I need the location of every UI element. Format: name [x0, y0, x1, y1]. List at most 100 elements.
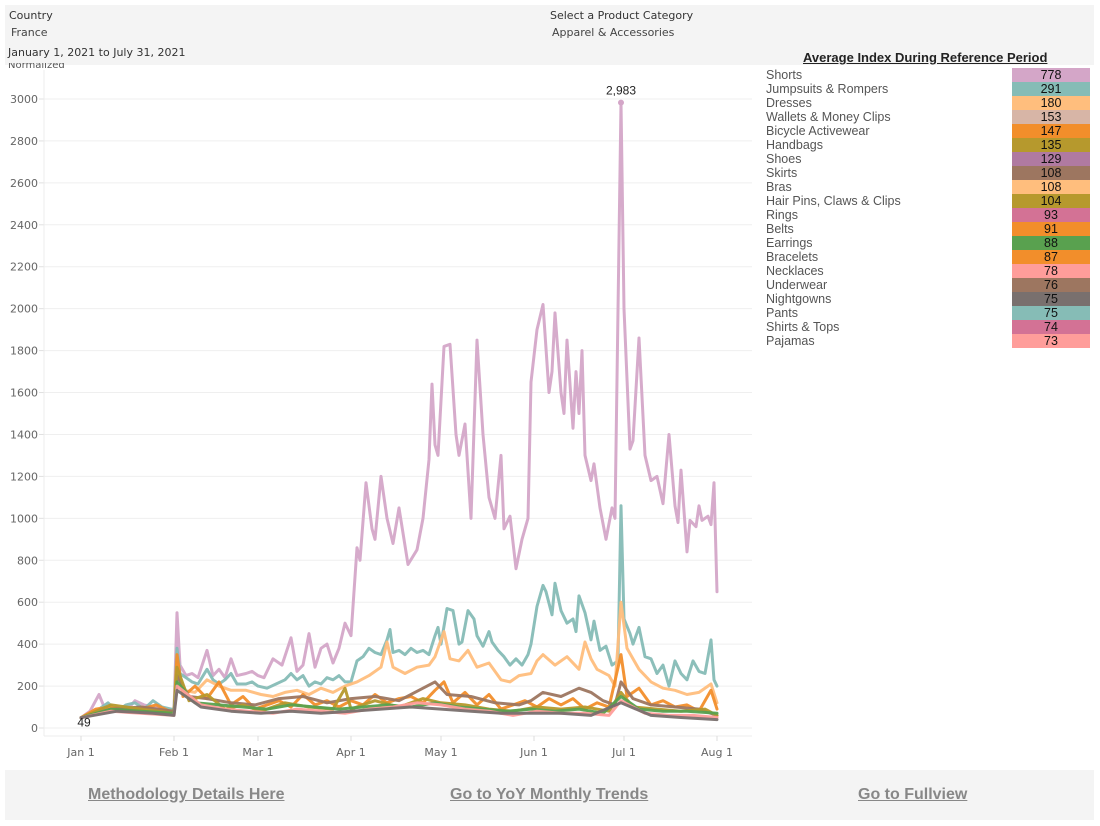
- legend-item-label: Jumpsuits & Rompers: [766, 82, 889, 96]
- legend-item-label: Shoes: [766, 152, 802, 166]
- legend-item[interactable]: Shorts 778: [766, 68, 1096, 82]
- legend-item-label: Wallets & Money Clips: [766, 110, 891, 124]
- legend-item[interactable]: Bras 108: [766, 180, 1096, 194]
- x-tick-label: Jul 1: [611, 746, 636, 759]
- legend: Shorts 778 Jumpsuits & Rompers 291 Dresses 18…: [766, 68, 1096, 348]
- legend-item[interactable]: Handbags 135: [766, 138, 1096, 152]
- legend-item[interactable]: Necklaces 78: [766, 264, 1096, 278]
- legend-item-value: 75: [1012, 292, 1090, 306]
- x-tick-label: Aug 1: [701, 746, 733, 759]
- legend-item-value: 147: [1012, 124, 1090, 138]
- legend-item-value: 91: [1012, 222, 1090, 236]
- legend-item-value: 78: [1012, 264, 1090, 278]
- legend-item[interactable]: Wallets & Money Clips 153: [766, 110, 1096, 124]
- legend-item-label: Shorts: [766, 68, 803, 82]
- start-value-label: 49: [77, 716, 91, 730]
- y-tick-label: 1000: [10, 512, 38, 525]
- y-tick-label: 1800: [10, 345, 38, 358]
- methodology-link[interactable]: Methodology Details Here: [88, 786, 285, 803]
- legend-item[interactable]: Skirts 108: [766, 166, 1096, 180]
- legend-item-value: 76: [1012, 278, 1090, 292]
- x-tick-label: Jun 1: [519, 746, 548, 759]
- series-line-necklaces: [79, 684, 719, 720]
- y-tick-label: 2800: [10, 135, 38, 148]
- legend-item-value: 153: [1012, 110, 1090, 124]
- x-tick-label: Mar 1: [242, 746, 273, 759]
- y-tick-label: 2400: [10, 219, 38, 232]
- line-chart: 0 200 400 600 800 1000 1200 1400 1600 1800 2000 220…: [10, 70, 752, 759]
- legend-item[interactable]: Dresses 180: [766, 96, 1096, 110]
- legend-item-value: 74: [1012, 320, 1090, 334]
- y-tick-label: 800: [17, 554, 38, 567]
- legend-item[interactable]: Pajamas 73: [766, 334, 1096, 348]
- category-filter-value[interactable]: Apparel & Accessories: [552, 26, 675, 39]
- x-tick-label: Apr 1: [336, 746, 366, 759]
- legend-item[interactable]: Bicycle Activewear 147: [766, 124, 1096, 138]
- fullview-link[interactable]: Go to Fullview: [858, 786, 968, 803]
- footer-panel: Methodology Details Here Go to YoY Month…: [5, 770, 1094, 820]
- legend-item[interactable]: Shirts & Tops 74: [766, 320, 1096, 334]
- legend-item[interactable]: Pants 75: [766, 306, 1096, 320]
- legend-item-label: Shirts & Tops: [766, 320, 840, 334]
- series-line-bicycle-activewear: [79, 653, 719, 720]
- x-tick-label: Jan 1: [66, 746, 94, 759]
- yoy-trends-link[interactable]: Go to YoY Monthly Trends: [450, 786, 649, 803]
- y-tick-label: 600: [17, 596, 38, 609]
- legend-item[interactable]: Nightgowns 75: [766, 292, 1096, 306]
- legend-item-label: Rings: [766, 208, 798, 222]
- x-tick-label: May 1: [424, 746, 457, 759]
- legend-item-value: 75: [1012, 306, 1090, 320]
- legend-item-label: Necklaces: [766, 264, 824, 278]
- legend-item-label: Earrings: [766, 236, 813, 250]
- legend-item-value: 135: [1012, 138, 1090, 152]
- legend-item-value: 87: [1012, 250, 1090, 264]
- legend-item-value: 291: [1012, 82, 1090, 96]
- legend-item-label: Hair Pins, Claws & Clips: [766, 194, 901, 208]
- y-tick-label: 1200: [10, 470, 38, 483]
- legend-item[interactable]: Shoes 129: [766, 152, 1096, 166]
- legend-item[interactable]: Earrings 88: [766, 236, 1096, 250]
- legend-item-value: 104: [1012, 194, 1090, 208]
- y-tick-label: 200: [17, 680, 38, 693]
- legend-item[interactable]: Bracelets 87: [766, 250, 1096, 264]
- y-tick-label: 400: [17, 638, 38, 651]
- legend-item-label: Belts: [766, 222, 794, 236]
- legend-item-value: 778: [1012, 68, 1090, 82]
- legend-item[interactable]: Jumpsuits & Rompers 291: [766, 82, 1096, 96]
- legend-item-value: 108: [1012, 180, 1090, 194]
- category-filter-label: Select a Product Category: [550, 9, 694, 22]
- series-line-nightgowns: [79, 688, 719, 722]
- legend-item-value: 88: [1012, 236, 1090, 250]
- series-line-shorts: [79, 101, 719, 720]
- legend-item-value: 180: [1012, 96, 1090, 110]
- legend-item-label: Skirts: [766, 166, 798, 180]
- country-filter-label: Country: [9, 9, 53, 22]
- date-range: January 1, 2021 to July 31, 2021: [8, 46, 186, 59]
- legend-item-value: 93: [1012, 208, 1090, 222]
- series-line-jumpsuits-rompers: [79, 504, 719, 720]
- y-tick-label: 1400: [10, 428, 38, 441]
- y-tick-label: 1600: [10, 387, 38, 400]
- legend-item-label: Underwear: [766, 278, 828, 292]
- max-point-marker: [618, 99, 624, 106]
- legend-item[interactable]: Belts 91: [766, 222, 1096, 236]
- y-tick-label: 2000: [10, 303, 38, 316]
- legend-item-label: Pants: [766, 306, 798, 320]
- y-tick-label: 2600: [10, 177, 38, 190]
- legend-item[interactable]: Underwear 76: [766, 278, 1096, 292]
- y-axis-title: Normalized: [8, 63, 65, 69]
- legend-item-value: 129: [1012, 152, 1090, 166]
- max-value-label: 2,983: [606, 84, 636, 98]
- y-tick-label: 2200: [10, 261, 38, 274]
- country-filter-value[interactable]: France: [11, 26, 48, 39]
- legend-item[interactable]: Hair Pins, Claws & Clips 104: [766, 194, 1096, 208]
- legend-item-label: Bracelets: [766, 250, 819, 264]
- y-tick-label: 0: [31, 722, 38, 735]
- filter-panel: Country France Select a Product Category…: [5, 5, 1094, 65]
- legend-item-label: Handbags: [766, 138, 823, 152]
- legend-item-value: 73: [1012, 334, 1090, 348]
- legend-item[interactable]: Rings 93: [766, 208, 1096, 222]
- x-tick-label: Feb 1: [159, 746, 189, 759]
- legend-item-label: Nightgowns: [766, 292, 832, 306]
- legend-item-label: Bicycle Activewear: [766, 124, 870, 138]
